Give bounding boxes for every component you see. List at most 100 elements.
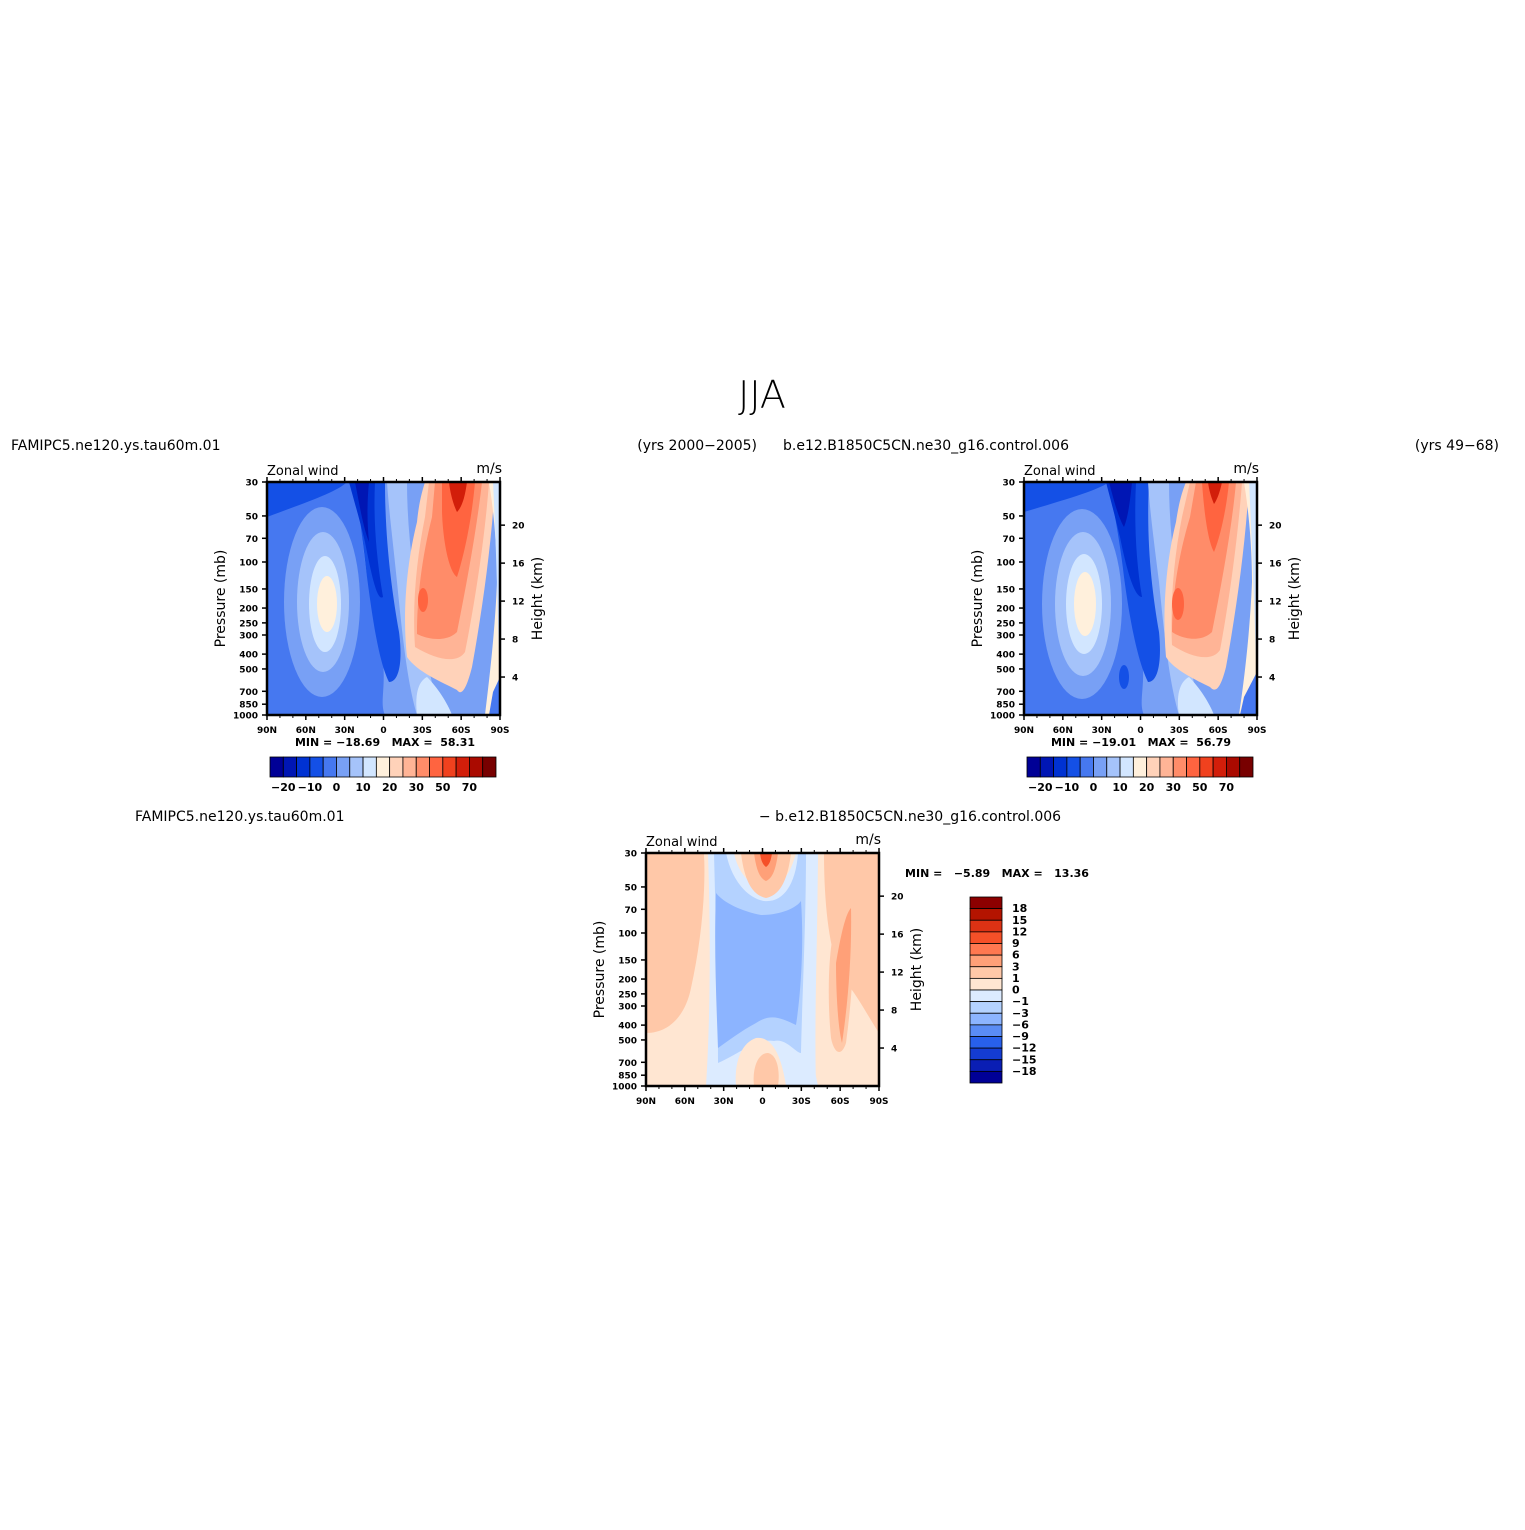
colorbar-label: 12 bbox=[1012, 925, 1027, 938]
colorbar-swatch bbox=[1132, 756, 1148, 778]
x-tick-label: 30N bbox=[1092, 726, 1112, 736]
y-tick-label: 100 bbox=[996, 559, 1015, 569]
colorbar-swatch bbox=[322, 756, 337, 778]
x-tick-label: 60N bbox=[1053, 726, 1073, 736]
y-tick-label: 250 bbox=[618, 990, 637, 1000]
x-tick-label: 90S bbox=[490, 726, 509, 736]
x-tick-label: 90N bbox=[636, 1097, 656, 1107]
colorbar-swatch bbox=[969, 896, 1003, 910]
x-tick-label: 0 bbox=[380, 726, 386, 736]
y2-tick-label: 16 bbox=[1269, 560, 1282, 570]
y2-tick-label: 20 bbox=[512, 522, 525, 532]
panel3-left-label: FAMIPC5.ne120.ys.tau60m.01 bbox=[135, 809, 344, 825]
colorbar-swatch bbox=[269, 756, 284, 778]
panel1-min-max: MIN = −18.69 MAX = 58.31 bbox=[295, 736, 475, 749]
colorbar-label: −12 bbox=[1012, 1042, 1037, 1055]
x-tick-label: 60N bbox=[675, 1097, 695, 1107]
panel2-units: m/s bbox=[1233, 461, 1259, 477]
colorbar-label: 18 bbox=[1012, 902, 1027, 915]
page-title: JJA bbox=[738, 373, 786, 417]
colorbar-label: 3 bbox=[1012, 960, 1020, 973]
colorbar-label: 0 bbox=[333, 781, 341, 794]
colorbar-label: 20 bbox=[382, 781, 398, 794]
colorbar-swatch bbox=[969, 989, 1003, 1003]
panel2-left-label: b.e12.B1850C5CN.ne30_g16.control.006 bbox=[783, 438, 1069, 454]
y-tick-label: 500 bbox=[239, 665, 258, 675]
panel1-variable: Zonal wind bbox=[267, 464, 339, 479]
panel1-contour-field bbox=[267, 482, 500, 715]
y-tick-label: 30 bbox=[624, 850, 637, 860]
y-tick-label: 50 bbox=[245, 512, 258, 522]
y-tick-label: 850 bbox=[618, 1072, 637, 1082]
y-tick-label: 850 bbox=[996, 701, 1015, 711]
colorbar-label: 50 bbox=[1192, 781, 1208, 794]
y2-tick-label: 12 bbox=[1269, 598, 1282, 608]
y-tick-label: 500 bbox=[618, 1036, 637, 1046]
colorbar-swatch bbox=[389, 756, 404, 778]
colorbar-swatch bbox=[1172, 756, 1187, 778]
y-tick-label: 500 bbox=[996, 665, 1015, 675]
colorbar-label: −6 bbox=[1012, 1018, 1029, 1031]
colorbar-swatch bbox=[969, 954, 1003, 968]
panel3-contour-field bbox=[646, 853, 879, 1086]
y-axis-label: Pressure (mb) bbox=[970, 550, 986, 648]
colorbar-swatch bbox=[415, 756, 430, 778]
colorbar-swatch bbox=[969, 908, 1003, 921]
y2-tick-label: 20 bbox=[1269, 522, 1282, 532]
colorbar-swatch bbox=[969, 1059, 1003, 1072]
colorbar-label: 50 bbox=[435, 781, 451, 794]
y-tick-label: 100 bbox=[239, 559, 258, 569]
x-tick-label: 30S bbox=[1170, 726, 1189, 736]
y-tick-label: 50 bbox=[1002, 512, 1015, 522]
colorbar-swatch bbox=[336, 756, 351, 778]
x-tick-label: 30S bbox=[413, 726, 432, 736]
colorbar-label: 1 bbox=[1012, 972, 1020, 985]
y2-tick-label: 12 bbox=[891, 969, 904, 979]
y-tick-label: 150 bbox=[996, 585, 1015, 595]
y2-axis-label: Height (km) bbox=[530, 557, 546, 640]
panel2-contour-field bbox=[1024, 482, 1257, 715]
colorbar-label: −20 bbox=[1028, 781, 1053, 794]
colorbar-label: 30 bbox=[409, 781, 425, 794]
colorbar-label: −18 bbox=[1012, 1065, 1037, 1078]
y2-tick-label: 20 bbox=[891, 893, 904, 903]
x-tick-label: 0 bbox=[759, 1097, 765, 1107]
y-tick-label: 1000 bbox=[612, 1083, 637, 1093]
panel3-min-max: MIN = −5.89 MAX = 13.36 bbox=[905, 867, 1089, 880]
colorbar-label: 30 bbox=[1166, 781, 1182, 794]
y2-tick-label: 16 bbox=[512, 560, 525, 570]
y-tick-label: 50 bbox=[624, 883, 637, 893]
x-tick-label: 90N bbox=[1014, 726, 1034, 736]
colorbar-swatch bbox=[1186, 756, 1201, 778]
y-tick-label: 70 bbox=[245, 535, 258, 545]
colorbar-swatch bbox=[969, 977, 1003, 991]
y2-axis-label: Height (km) bbox=[909, 928, 925, 1011]
colorbar-swatch bbox=[1053, 756, 1068, 778]
y-tick-label: 200 bbox=[996, 605, 1015, 615]
colorbar-swatch bbox=[1239, 756, 1254, 778]
colorbar-swatch bbox=[1093, 756, 1108, 778]
colorbar-label: 10 bbox=[1112, 781, 1128, 794]
colorbar-swatch bbox=[402, 756, 417, 778]
y-tick-label: 70 bbox=[1002, 535, 1015, 545]
x-tick-label: 30S bbox=[792, 1097, 811, 1107]
x-tick-label: 60N bbox=[296, 726, 316, 736]
y-axis-label: Pressure (mb) bbox=[213, 550, 229, 648]
colorbar-swatch bbox=[296, 756, 311, 778]
colorbar-swatch bbox=[969, 1001, 1003, 1014]
panel2-min-max: MIN = −19.01 MAX = 56.79 bbox=[1051, 736, 1231, 749]
y-tick-label: 100 bbox=[618, 930, 637, 940]
x-tick-label: 0 bbox=[1137, 726, 1143, 736]
y-tick-label: 700 bbox=[618, 1059, 637, 1069]
x-tick-label: 30N bbox=[335, 726, 355, 736]
colorbar-swatch bbox=[349, 756, 364, 778]
y2-tick-label: 8 bbox=[1269, 636, 1275, 646]
x-tick-label: 60S bbox=[831, 1097, 850, 1107]
y2-tick-label: 4 bbox=[1269, 674, 1275, 684]
y-tick-label: 200 bbox=[239, 605, 258, 615]
y2-tick-label: 16 bbox=[891, 931, 904, 941]
